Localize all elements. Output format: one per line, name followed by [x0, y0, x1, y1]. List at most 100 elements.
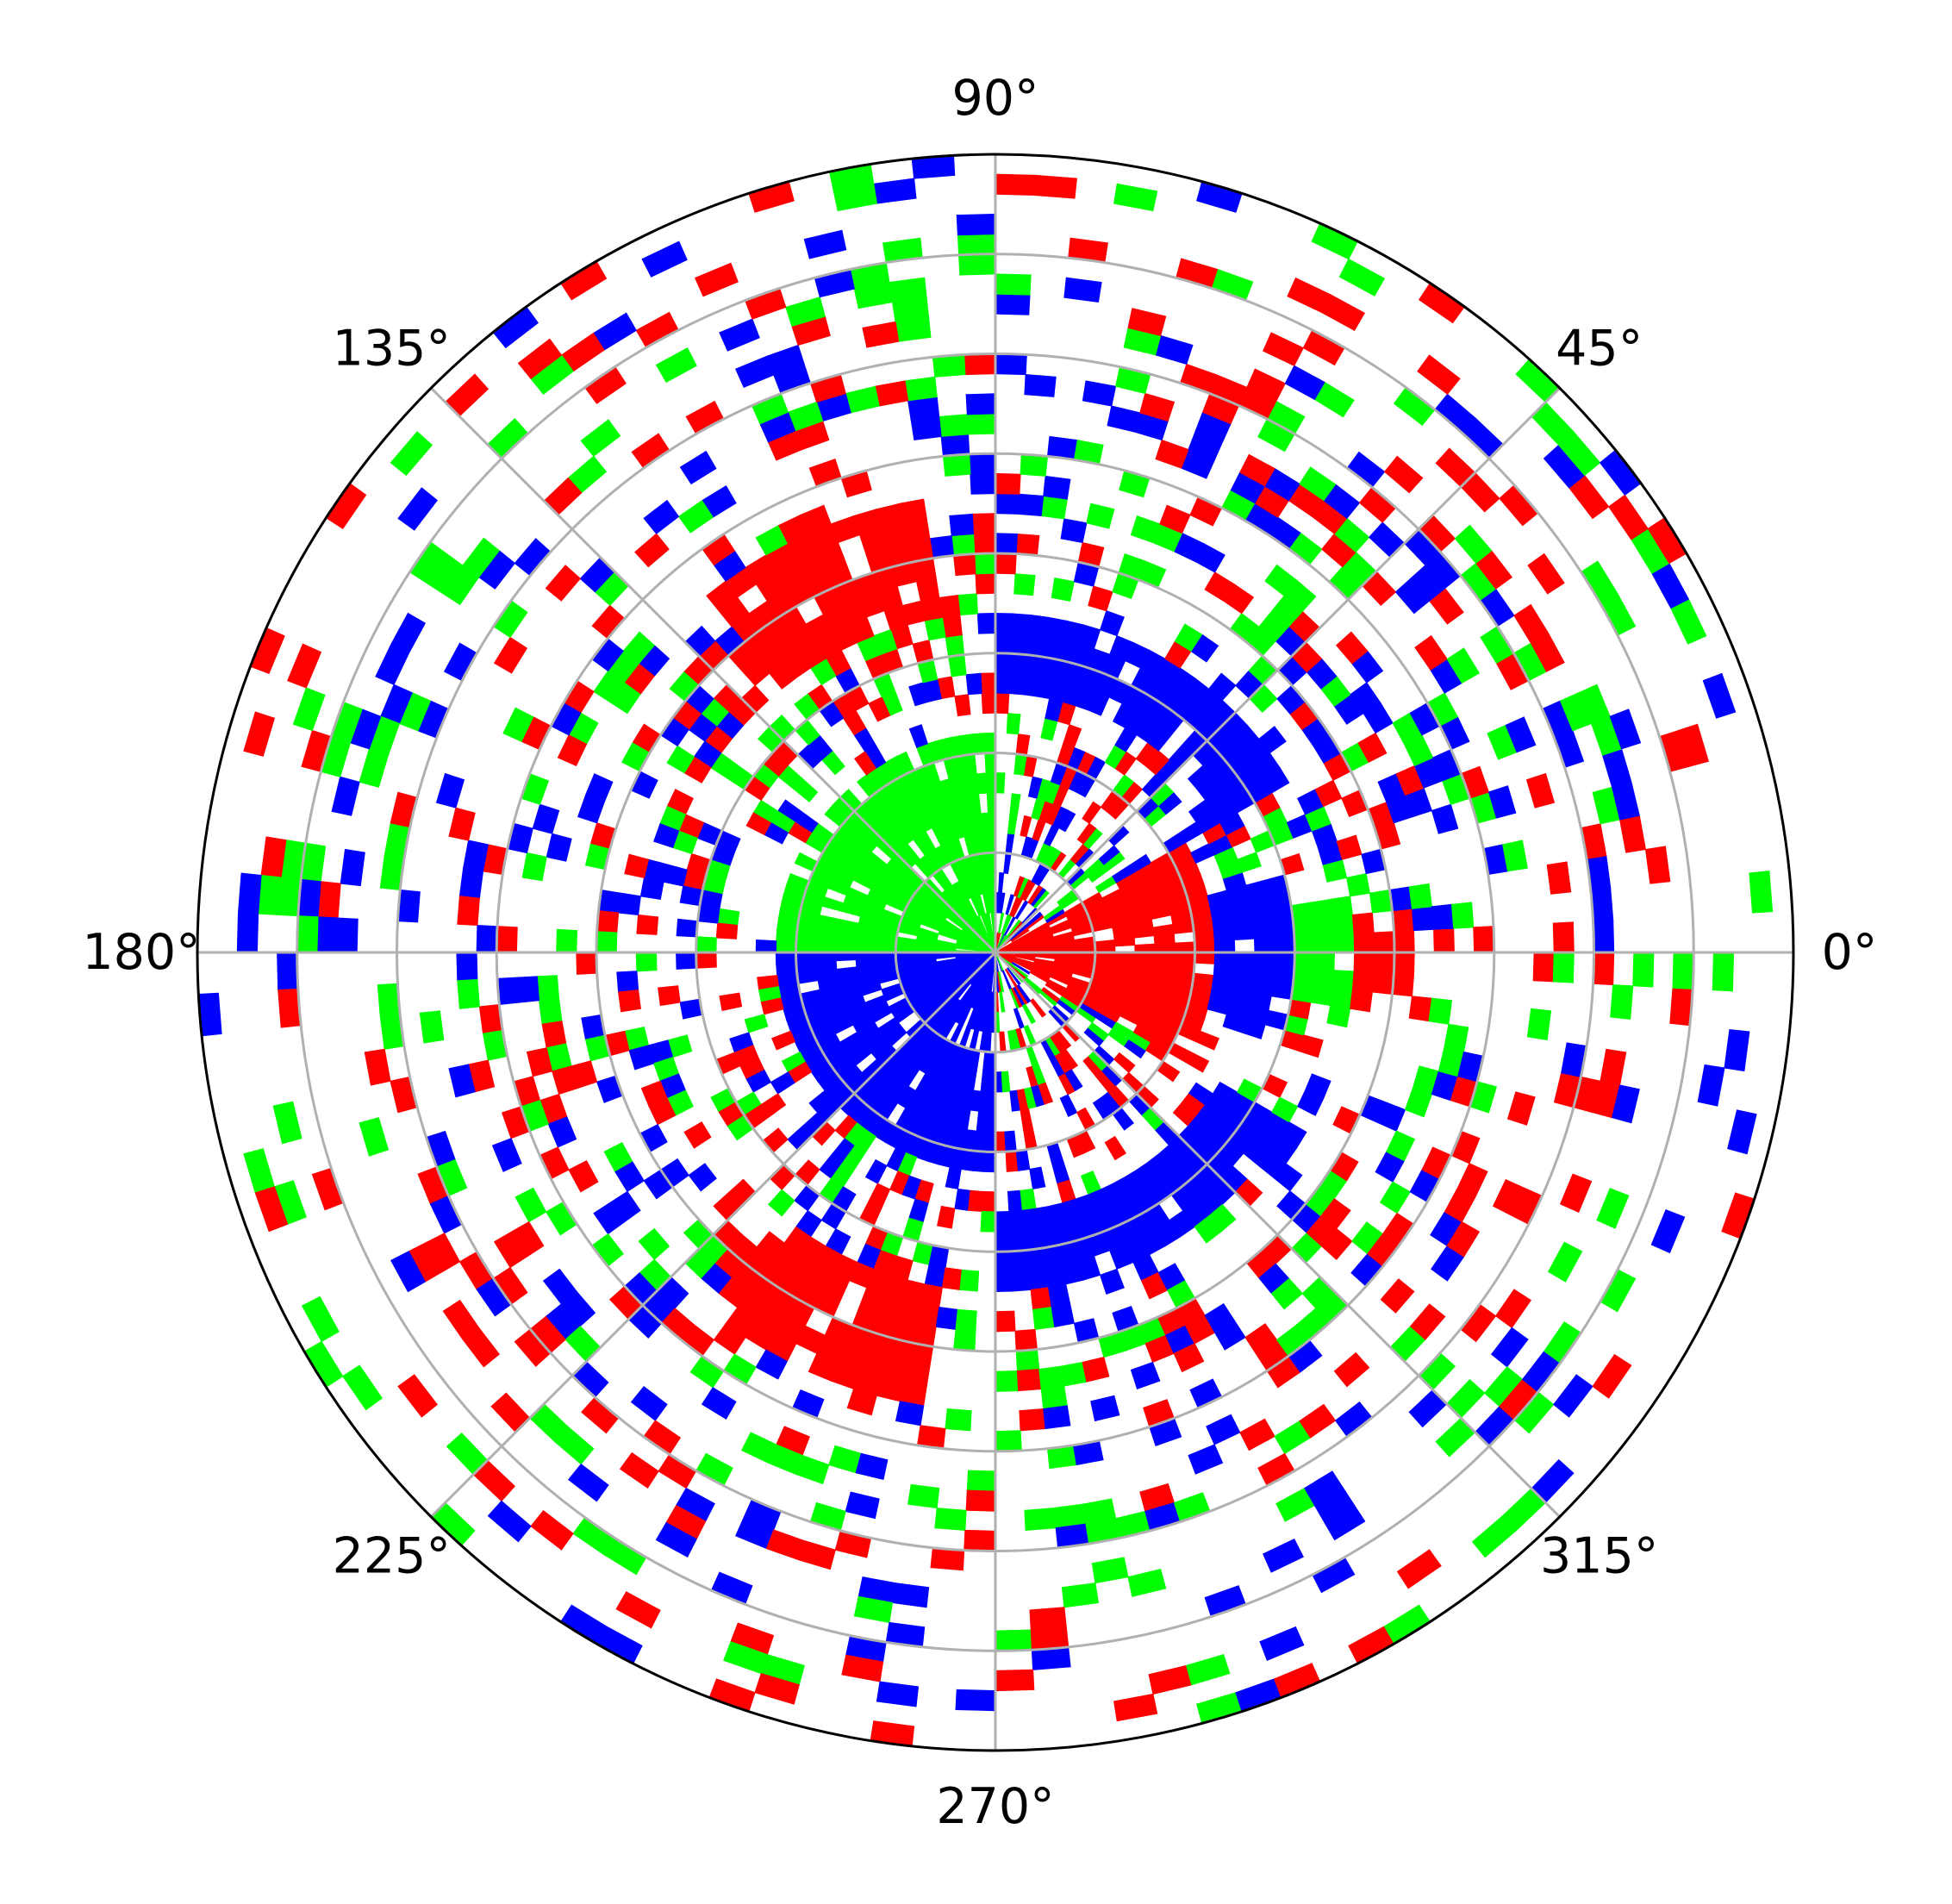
contour-cell-level-2 — [980, 672, 996, 695]
contour-cell-level-1 — [951, 533, 976, 557]
contour-cell-level-0 — [567, 1464, 609, 1502]
contour-cell-level-0 — [1263, 1539, 1304, 1573]
contour-cell-level-1 — [1450, 902, 1475, 929]
contour-cell-level-1 — [1051, 577, 1075, 602]
contour-cell-level-2 — [1353, 932, 1375, 953]
contour-cell-level-0 — [1592, 919, 1615, 953]
contour-cell-level-0 — [1505, 716, 1537, 753]
contour-cell-level-0 — [476, 924, 498, 953]
contour-cell-level-0 — [1011, 1269, 1032, 1292]
contour-cell-level-0 — [940, 434, 970, 457]
contour-cell-level-0 — [1045, 616, 1067, 641]
contour-cell-level-1 — [1526, 1008, 1552, 1040]
contour-cell-level-0 — [1231, 977, 1254, 994]
contour-cell-level-2 — [1373, 931, 1395, 953]
contour-cell-level-2 — [364, 1048, 391, 1086]
contour-cell-level-1 — [1578, 684, 1611, 725]
contour-cell-level-2 — [1383, 455, 1424, 494]
contour-cell-level-0 — [998, 871, 1005, 894]
contour-cell-level-1 — [596, 931, 618, 953]
contour-cell-level-0 — [995, 1210, 1011, 1233]
contour-cell-level-0 — [236, 912, 259, 953]
contour-cell-level-0 — [435, 772, 465, 808]
theta-tick-label: 0° — [1822, 924, 1878, 981]
contour-cell-level-2 — [287, 643, 322, 689]
contour-cell-level-1 — [1331, 970, 1355, 991]
contour-cell-level-0 — [1609, 709, 1642, 750]
contour-cell-level-0 — [1324, 1504, 1366, 1541]
contour-cell-level-1 — [985, 772, 996, 794]
contour-cell-level-0 — [1048, 1283, 1071, 1308]
contour-cell-level-2 — [496, 926, 518, 953]
contour-cell-level-1 — [1333, 933, 1356, 953]
contour-cell-level-1 — [1552, 952, 1575, 983]
contour-cell-level-0 — [1232, 964, 1256, 981]
contour-cell-level-2 — [1513, 603, 1550, 644]
contour-cell-level-1 — [835, 935, 858, 946]
contour-cell-level-2 — [1644, 846, 1671, 884]
contour-cell-level-2 — [1336, 834, 1363, 860]
contour-cell-level-1 — [1038, 1365, 1065, 1390]
contour-cell-level-1 — [1596, 1188, 1630, 1229]
contour-cell-level-0 — [995, 1270, 1014, 1293]
contour-cell-level-1 — [1346, 873, 1370, 897]
theta-tick-label: 135° — [333, 320, 451, 377]
contour-cell-level-0 — [1274, 952, 1295, 969]
contour-cell-level-0 — [1431, 903, 1455, 930]
theta-gridline — [430, 951, 997, 1518]
contour-cell-level-2 — [1060, 1048, 1079, 1071]
contour-cell-level-2 — [1038, 1082, 1054, 1105]
contour-cell-level-1 — [1310, 985, 1333, 1007]
contour-cell-level-1 — [1331, 914, 1355, 935]
contour-cell-level-0 — [1011, 613, 1032, 636]
contour-cell-level-2 — [1298, 1034, 1324, 1058]
contour-cell-level-1 — [655, 347, 697, 384]
contour-cell-level-0 — [701, 1387, 737, 1420]
contour-cell-level-0 — [1024, 374, 1057, 397]
contour-cell-level-0 — [1082, 380, 1117, 407]
contour-cell-level-0 — [1043, 1405, 1071, 1430]
contour-cell-level-2 — [939, 595, 961, 618]
contour-cell-level-1 — [953, 1328, 976, 1352]
contour-cell-level-2 — [981, 692, 996, 715]
contour-cell-level-0 — [1188, 1444, 1224, 1475]
contour-cell-level-2 — [457, 896, 480, 927]
theta-gridline — [430, 387, 997, 954]
contour-cell-level-2 — [1410, 1303, 1446, 1340]
contour-cell-level-1 — [1009, 793, 1021, 815]
contour-cell-level-1 — [1006, 713, 1021, 735]
contour-cell-level-0 — [1024, 911, 1043, 928]
contour-cell-level-2 — [916, 1303, 940, 1327]
contour-cell-level-1 — [1113, 183, 1158, 212]
contour-cell-level-0 — [1213, 952, 1236, 966]
contour-cell-level-0 — [1130, 1361, 1161, 1390]
contour-cell-level-1 — [795, 931, 818, 944]
theta-tick-label: 90° — [951, 70, 1038, 127]
contour-cell-level-0 — [983, 1151, 996, 1173]
contour-cell-level-1 — [984, 752, 996, 774]
contour-cell-level-0 — [755, 939, 777, 953]
contour-cell-level-0 — [516, 976, 540, 1003]
contour-cell-level-1 — [1127, 1569, 1167, 1597]
theta-gridline — [994, 387, 1561, 954]
contour-cell-level-1 — [1428, 997, 1453, 1025]
contour-cell-level-0 — [719, 318, 760, 352]
contour-cell-level-2 — [995, 173, 1037, 197]
contour-cell-level-0 — [1064, 1069, 1083, 1092]
contour-cell-level-0 — [1491, 1327, 1529, 1368]
contour-cell-level-0 — [855, 1452, 889, 1481]
contour-cell-level-2 — [1333, 1352, 1370, 1388]
contour-cell-level-0 — [643, 499, 680, 534]
contour-cell-level-1 — [695, 936, 717, 953]
contour-cell-level-1 — [1013, 573, 1036, 596]
contour-cell-level-0 — [775, 952, 797, 964]
contour-cell-level-2 — [899, 498, 927, 524]
contour-cell-level-1 — [296, 915, 319, 953]
contour-cell-level-0 — [970, 472, 996, 495]
contour-cell-level-2 — [1408, 996, 1433, 1022]
contour-cell-level-0 — [995, 533, 1018, 555]
theta-tick-label: 180° — [82, 924, 200, 981]
contour-cell-level-1 — [1312, 968, 1335, 989]
contour-cell-level-2 — [576, 952, 598, 975]
contour-cell-level-2 — [1030, 1287, 1052, 1310]
